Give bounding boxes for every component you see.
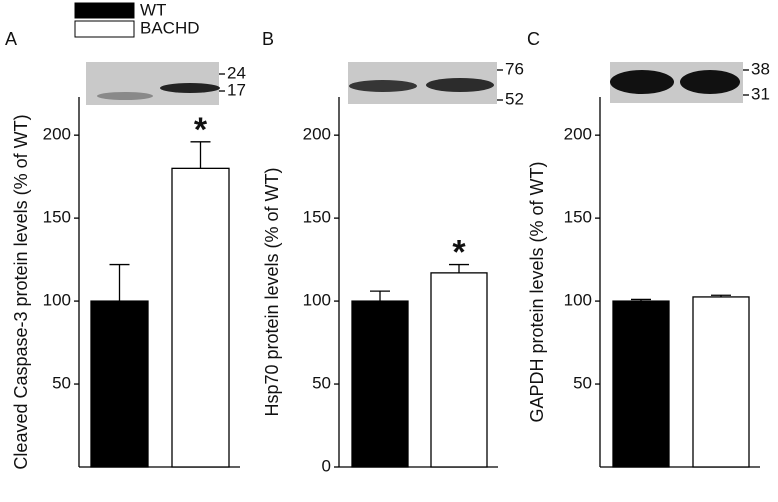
significance-marker: * <box>452 234 466 272</box>
bar <box>692 296 750 468</box>
significance-marker: * <box>194 111 208 149</box>
y-tick-label: 0 <box>322 456 331 475</box>
y-tick-label: 50 <box>52 374 71 393</box>
panel-label: C <box>527 29 540 49</box>
blot-band <box>426 78 494 92</box>
blot-band <box>349 80 417 92</box>
y-tick-label: 200 <box>303 125 331 144</box>
blot-marker-label: 24 <box>227 63 246 82</box>
bar <box>612 300 670 468</box>
blot-band <box>97 92 153 100</box>
y-tick-label: 100 <box>303 291 331 310</box>
blot-band <box>680 70 740 94</box>
legend-label: BACHD <box>140 18 200 37</box>
y-tick-label: 150 <box>303 208 331 227</box>
bar <box>430 272 488 468</box>
blot-band <box>160 83 220 93</box>
blot-band <box>610 70 674 94</box>
blot-marker-label: 17 <box>227 80 246 99</box>
panel-label: A <box>5 29 17 49</box>
blot-marker-label: 31 <box>751 84 770 103</box>
y-tick-label: 50 <box>573 374 592 393</box>
y-axis-label: Cleaved Caspase-3 protein levels (% of W… <box>11 114 31 469</box>
blot-marker-label: 76 <box>505 59 524 78</box>
y-tick-label: 200 <box>43 125 71 144</box>
bar <box>90 300 149 468</box>
legend-swatch <box>74 20 135 38</box>
blot-marker-label: 52 <box>505 89 524 108</box>
y-tick-label: 150 <box>564 208 592 227</box>
y-tick-label: 100 <box>43 291 71 310</box>
y-axis-label: GAPDH protein levels (% of WT) <box>527 161 547 422</box>
bar <box>171 167 230 468</box>
y-tick-label: 200 <box>564 125 592 144</box>
bar <box>351 300 409 468</box>
legend-label: WT <box>140 0 166 19</box>
y-tick-label: 50 <box>312 374 331 393</box>
y-tick-label: 100 <box>564 291 592 310</box>
y-axis-label: Hsp70 protein levels (% of WT) <box>262 167 282 416</box>
blot-marker-label: 38 <box>751 59 770 78</box>
legend-swatch <box>74 2 135 19</box>
y-tick-label: 150 <box>43 208 71 227</box>
panel-label: B <box>262 29 274 49</box>
